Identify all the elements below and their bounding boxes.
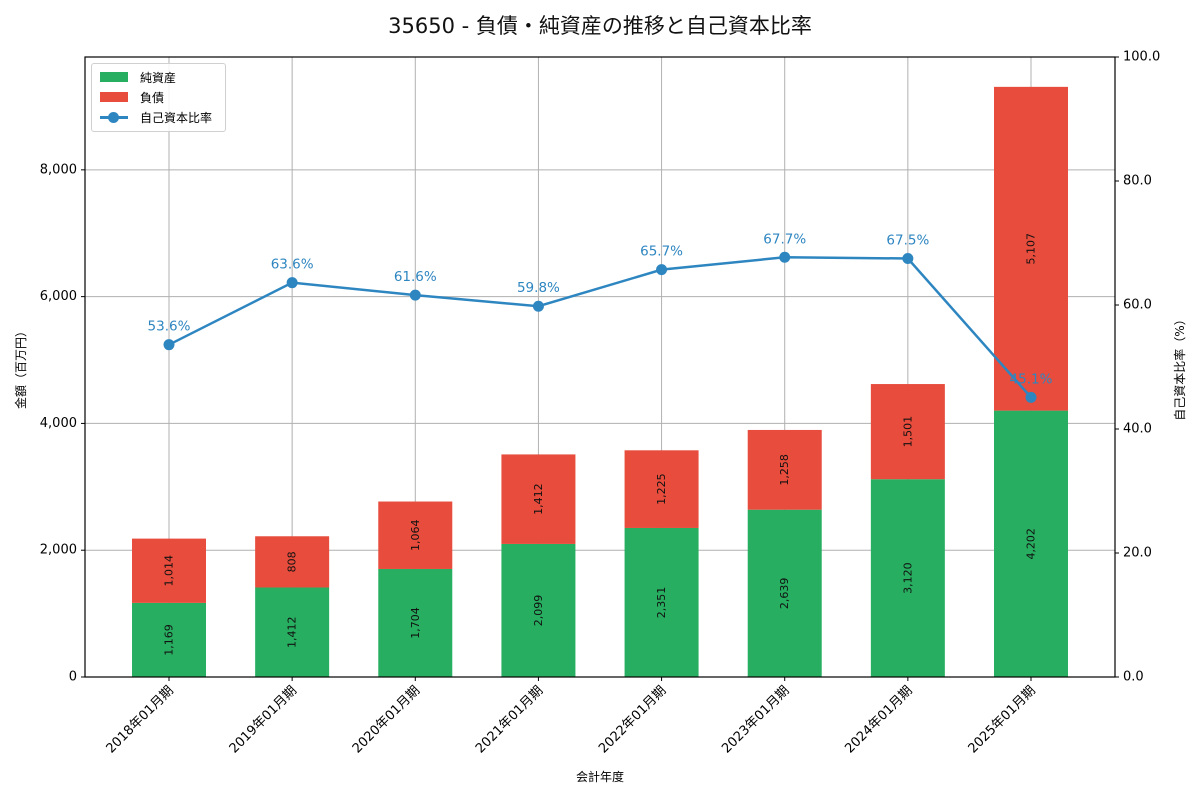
legend-item-liabilities: 負債 [100,88,164,106]
liabilities-bar-value: 5,107 [1025,233,1038,265]
liabilities-bar [255,536,330,588]
y-left-tick-label: 8,000 [40,162,77,177]
net-assets-bar [132,602,206,677]
net-assets-bar-value: 2,351 [655,587,668,619]
equity-ratio-line [168,256,1032,399]
legend-label: 自己資本比率 [140,110,213,125]
net-assets-bar [747,509,822,677]
x-tick-label: 2025年01月期 [966,683,1039,756]
liabilities-bar [378,501,453,569]
plot-border [84,56,1116,678]
liabilities-bar-value: 1,412 [532,483,545,515]
liabilities-bar-value: 1,258 [778,454,791,486]
y-right-tick-label: 100.0 [1123,50,1160,65]
liabilities-bar-value: 1,014 [163,555,176,587]
ratio-line-series: 53.6% 63.6% 61.6% 59.8% 65.7% 67.7% 67.5% 45.1% [148,231,1053,403]
x-tick-label: 2024年01月期 [842,683,915,756]
equity-ratio-marker [532,300,544,312]
net-assets-bar-value: 1,169 [163,624,176,656]
liabilities-bar [501,454,576,544]
legend-item-equity-ratio: 自己資本比率 [100,108,212,126]
net-assets-bar [870,479,945,677]
y-right-tick-label: 80.0 [1123,174,1152,189]
plot-frame [84,56,1116,678]
liabilities-swatch-icon [100,92,128,102]
x-tick-label: 2020年01月期 [350,683,423,756]
equity-ratio-marker [656,264,668,276]
legend-item-net-assets: 純資産 [100,68,176,86]
liabilities-bar-value: 1,064 [409,519,422,551]
y-axis-left-label: 金額（百万円） [13,325,28,409]
net-assets-bar [255,587,330,677]
net-assets-bar-value: 3,120 [901,562,914,594]
y-right-tick-label: 20.0 [1123,546,1152,561]
net-assets-bar-value: 4,202 [1025,528,1038,560]
net-assets-bar [994,410,1068,677]
y-left-tick-label: 0 [69,670,77,685]
net-assets-bar [378,568,453,677]
net-assets-bar [501,543,576,677]
equity-ratio-value: 63.6% [271,257,314,273]
y-left-tick-label: 4,000 [40,416,77,431]
y-right-tick-label: 40.0 [1123,422,1152,437]
legend: 純資産 負債 自己資本比率 [91,63,226,132]
x-axis-label: 会計年度 [576,769,624,784]
liabilities-bar [994,86,1068,411]
x-tick-label: 2022年01月期 [596,683,669,756]
equity-ratio-line-marker-icon [100,112,128,123]
equity-ratio-marker [902,253,914,264]
equity-ratio-value: 65.7% [640,244,683,260]
liabilities-bar [870,384,945,480]
liabilities-bar-value: 1,501 [901,416,914,448]
bar-series: 1,169 1,014 1,412 808 1,704 1,064 2,099 1,412 2,… [132,86,1068,677]
liabilities-bar [747,429,822,510]
chart-title: 35650 - 負債・純資産の推移と自己資本比率 [388,14,812,38]
equity-ratio-value: 67.5% [886,233,929,249]
net-assets-bar-value: 2,639 [778,578,791,610]
net-assets-bar [624,527,699,677]
gridlines [85,57,1115,678]
equity-ratio-marker [163,339,175,351]
equity-ratio-marker [409,289,421,301]
liabilities-bar-value: 1,225 [655,473,668,505]
liabilities-bar [624,450,699,528]
equity-ratio-value: 53.6% [148,319,191,335]
x-tick-label: 2019年01月期 [227,683,300,756]
net-assets-bar-value: 2,099 [532,595,545,627]
x-tick-label: 2018年01月期 [104,683,177,756]
net-assets-swatch-icon [100,72,128,82]
liabilities-bar-value: 808 [286,551,299,572]
equity-ratio-marker [779,251,791,263]
equity-ratio-marker [286,277,298,289]
equity-ratio-value: 59.8% [517,280,560,296]
legend-label: 負債 [140,90,165,105]
equity-ratio-marker [1025,391,1037,403]
x-tick-label: 2023年01月期 [719,683,792,756]
equity-ratio-value: 61.6% [394,269,437,285]
axis-ticks: 0 2,000 4,000 6,000 8,000 0.0 20.0 40.0 60.0 80.0… [40,50,1160,757]
y-right-tick-label: 60.0 [1123,298,1152,313]
liabilities-bar [132,538,206,603]
net-assets-bar-value: 1,704 [409,607,422,639]
x-tick-label: 2021年01月期 [473,683,546,756]
y-right-tick-label: 0.0 [1123,670,1144,685]
legend-label: 純資産 [140,70,177,85]
net-assets-bar-value: 1,412 [286,616,299,648]
y-axis-right-label: 自己資本比率（%） [1172,313,1187,420]
y-left-tick-label: 6,000 [40,289,77,304]
equity-ratio-value: 67.7% [763,231,806,247]
y-left-tick-label: 2,000 [40,543,77,558]
equity-ratio-value: 45.1% [1010,371,1053,387]
